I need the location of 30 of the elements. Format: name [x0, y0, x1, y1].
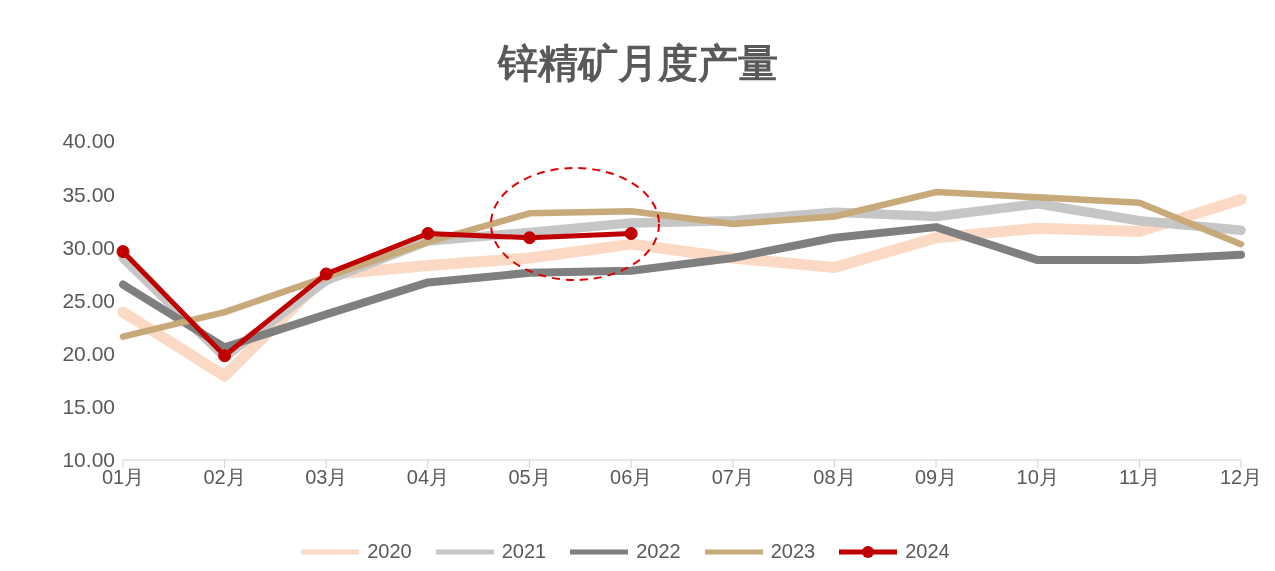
- x-tick-label: 02月: [203, 466, 246, 489]
- x-tick-label: 09月: [914, 466, 958, 489]
- y-tick-label: 15.00: [62, 395, 115, 419]
- point: [218, 349, 232, 363]
- legend-label: 2021: [501, 540, 547, 563]
- x-tick-label: 12月: [1219, 466, 1263, 489]
- y-tick-label: 20.00: [62, 342, 115, 366]
- x-tick-label: 10月: [1016, 466, 1059, 489]
- point: [523, 231, 537, 245]
- x-tick-label: 03月: [305, 466, 348, 489]
- legend-label: 2024: [905, 540, 950, 563]
- x-tick-label: 06月: [610, 466, 653, 489]
- point: [116, 245, 130, 259]
- point: [319, 267, 333, 281]
- y-tick-label: 40.00: [62, 129, 115, 153]
- chart-title: 锌精矿月度产量: [496, 39, 779, 88]
- legend-label: 2020: [367, 540, 412, 563]
- point: [421, 227, 435, 241]
- point: [624, 227, 638, 241]
- x-tick-label: 08月: [813, 466, 856, 489]
- x-tick-label: 04月: [406, 466, 450, 489]
- x-tick-label: 05月: [508, 466, 551, 489]
- x-tick-label: 01月: [101, 466, 145, 489]
- y-tick-label: 25.00: [62, 288, 115, 312]
- x-tick-label: 07月: [711, 466, 754, 489]
- legend-label: 2022: [636, 540, 681, 563]
- y-tick-label: 35.00: [62, 182, 115, 206]
- legend-label: 2023: [770, 540, 816, 563]
- x-tick-label: 11月: [1118, 466, 1160, 489]
- y-tick-label: 30.00: [62, 235, 115, 259]
